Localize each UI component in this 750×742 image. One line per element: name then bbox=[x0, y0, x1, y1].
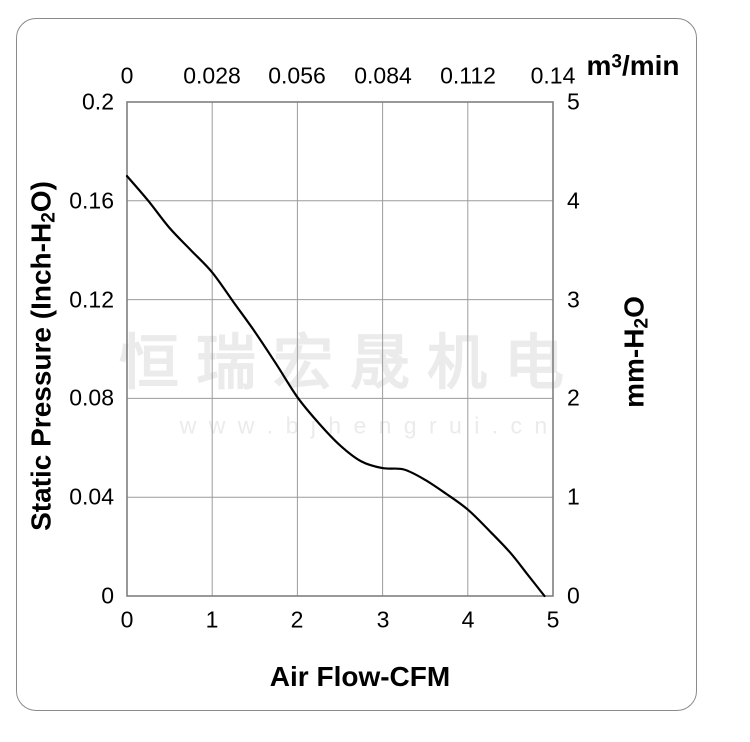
x-axis-tick-label: 4 bbox=[461, 606, 475, 633]
x-axis-tick-label: 0 bbox=[120, 606, 134, 633]
x-axis-tick-label: 1 bbox=[205, 606, 219, 633]
left-axis-tick-label: 0.16 bbox=[69, 187, 114, 214]
axis-title-part: m bbox=[586, 50, 612, 81]
top-axis-tick-label: 0.112 bbox=[440, 62, 496, 89]
right-axis-tick-label: 4 bbox=[567, 187, 580, 214]
axis-title-part: Static Pressure (Inch-H bbox=[25, 222, 57, 531]
top-axis-tick-label: 0 bbox=[120, 62, 134, 89]
axis-title-part: 2 bbox=[38, 212, 60, 223]
top-axis-tick-label: 0.028 bbox=[183, 62, 241, 89]
watermark-website-url: w w w . b j h e n g r u i . c n bbox=[179, 412, 551, 439]
top-axis-tick-label: 0.084 bbox=[354, 62, 412, 89]
right-axis-tick-label: 3 bbox=[567, 286, 580, 313]
watermark-company-name: 恒瑞宏晟机电 bbox=[119, 329, 581, 397]
x-axis-title: Air Flow-CFM bbox=[269, 661, 451, 692]
left-axis-tick-label: 0.08 bbox=[69, 384, 114, 411]
axis-title-part: O bbox=[618, 296, 650, 318]
pressure-flow-curve bbox=[125, 175, 546, 598]
left-axis-tick-label: 0.2 bbox=[82, 88, 114, 115]
axis-title-part: 2 bbox=[631, 317, 653, 329]
y-axis-title-left: Static Pressure (Inch-H2O) bbox=[26, 181, 61, 531]
right-axis-tick-label: 5 bbox=[567, 88, 580, 115]
top-axis-tick-label: 0.14 bbox=[530, 62, 576, 89]
left-axis-tick-label: 0.12 bbox=[69, 286, 114, 313]
right-axis-tick-label: 1 bbox=[567, 483, 580, 510]
axis-title-part: /min bbox=[621, 50, 680, 81]
x-axis-tick-label: 2 bbox=[290, 606, 304, 633]
axis-title-part: O) bbox=[25, 181, 57, 213]
left-axis-tick-label: 0.04 bbox=[69, 483, 114, 510]
x-axis-tick-label: 3 bbox=[376, 606, 390, 633]
right-axis-tick-label: 2 bbox=[567, 384, 580, 411]
top-axis-unit-label: m3/min bbox=[586, 50, 679, 82]
right-axis-tick-label: 0 bbox=[567, 582, 580, 609]
left-axis-tick-label: 0 bbox=[101, 582, 114, 609]
y-axis-title-right: mm-H2O bbox=[619, 296, 654, 408]
x-axis-tick-label: 5 bbox=[546, 606, 560, 633]
top-axis-tick-label: 0.056 bbox=[268, 62, 326, 89]
axis-title-part: mm-H bbox=[618, 328, 650, 408]
axis-title-part: 3 bbox=[611, 51, 622, 73]
